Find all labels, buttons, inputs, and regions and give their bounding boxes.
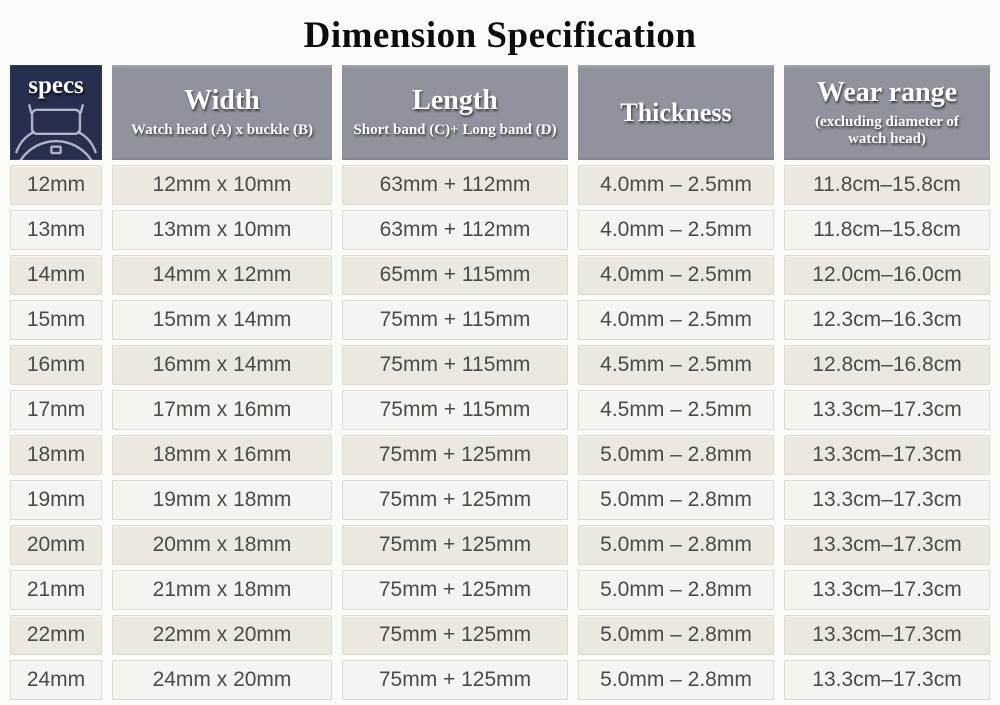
table-row: 14mm 14mm x 12mm 65mm + 115mm 4.0mm – 2.… [10,255,990,295]
spec-cell: 24mm [10,660,102,700]
table-row: 24mm 24mm x 20mm 75mm + 125mm 5.0mm – 2.… [10,660,990,700]
wear-range-cell: 11.8cm–15.8cm [784,210,990,250]
width-cell: 19mm x 18mm [112,480,332,520]
thickness-cell: 5.0mm – 2.8mm [578,660,774,700]
specs-label: specs [28,72,84,99]
table-row: 18mm 18mm x 16mm 75mm + 125mm 5.0mm – 2.… [10,435,990,475]
thickness-column-title: Thickness [620,97,732,127]
length-cell: 75mm + 125mm [342,480,568,520]
thickness-cell: 4.5mm – 2.5mm [578,390,774,430]
width-column-title: Width [184,84,260,116]
width-cell: 17mm x 16mm [112,390,332,430]
table-row: 12mm 12mm x 10mm 63mm + 112mm 4.0mm – 2.… [10,165,990,205]
table-body: 12mm 12mm x 10mm 63mm + 112mm 4.0mm – 2.… [10,165,990,700]
length-cell: 75mm + 115mm [342,300,568,340]
width-cell: 15mm x 14mm [112,300,332,340]
spec-cell: 19mm [10,480,102,520]
wear-range-cell: 13.3cm–17.3cm [784,435,990,475]
length-column-title: Length [412,84,498,116]
width-column-subtitle: Watch head (A) x buckle (B) [130,122,314,139]
header-cell-length: Length Short band (C)+ Long band (D) [342,65,568,160]
spec-cell: 17mm [10,390,102,430]
length-cell: 75mm + 115mm [342,345,568,385]
length-cell: 75mm + 125mm [342,660,568,700]
table-row: 16mm 16mm x 14mm 75mm + 115mm 4.5mm – 2.… [10,345,990,385]
table-row: 20mm 20mm x 18mm 75mm + 125mm 5.0mm – 2.… [10,525,990,565]
thickness-cell: 5.0mm – 2.8mm [578,525,774,565]
wear-range-cell: 11.8cm–15.8cm [784,165,990,205]
width-cell: 18mm x 16mm [112,435,332,475]
spec-cell: 12mm [10,165,102,205]
spec-cell: 16mm [10,345,102,385]
table-row: 22mm 22mm x 20mm 75mm + 125mm 5.0mm – 2.… [10,615,990,655]
dimension-spec-table: specs Width [0,60,1000,705]
page-title: Dimension Specification [303,15,697,56]
wear-range-cell: 13.3cm–17.3cm [784,525,990,565]
length-cell: 75mm + 125mm [342,570,568,610]
width-cell: 22mm x 20mm [112,615,332,655]
length-cell: 75mm + 125mm [342,435,568,475]
thickness-cell: 5.0mm – 2.8mm [578,435,774,475]
length-column-subtitle: Short band (C)+ Long band (D) [353,122,557,139]
watch-head-top-view-icon [10,102,102,160]
wear-range-cell: 12.0cm–16.0cm [784,255,990,295]
table-row: 17mm 17mm x 16mm 75mm + 115mm 4.5mm – 2.… [10,390,990,430]
table-row: 15mm 15mm x 14mm 75mm + 115mm 4.0mm – 2.… [10,300,990,340]
wear-range-cell: 13.3cm–17.3cm [784,660,990,700]
header-cell-thickness: Thickness [578,65,774,160]
thickness-cell: 5.0mm – 2.8mm [578,615,774,655]
width-cell: 12mm x 10mm [112,165,332,205]
thickness-cell: 5.0mm – 2.8mm [578,480,774,520]
header-cell-specs: specs [10,65,102,160]
length-cell: 63mm + 112mm [342,165,568,205]
wear-range-cell: 13.3cm–17.3cm [784,570,990,610]
spec-cell: 14mm [10,255,102,295]
spec-cell: 22mm [10,615,102,655]
length-cell: 65mm + 115mm [342,255,568,295]
width-cell: 20mm x 18mm [112,525,332,565]
width-cell: 13mm x 10mm [112,210,332,250]
table-row: 13mm 13mm x 10mm 63mm + 112mm 4.0mm – 2.… [10,210,990,250]
wear-range-cell: 13.3cm–17.3cm [784,390,990,430]
length-cell: 75mm + 115mm [342,390,568,430]
header-cell-width: Width Watch head (A) x buckle (B) [112,65,332,160]
width-cell: 24mm x 20mm [112,660,332,700]
spec-cell: 15mm [10,300,102,340]
thickness-cell: 4.0mm – 2.5mm [578,300,774,340]
thickness-cell: 5.0mm – 2.8mm [578,570,774,610]
spec-cell: 20mm [10,525,102,565]
wear-range-cell: 13.3cm–17.3cm [784,480,990,520]
thickness-cell: 4.5mm – 2.5mm [578,345,774,385]
wear-range-column-subtitle: (excluding diameter of watch head) [815,113,959,147]
spec-cell: 21mm [10,570,102,610]
length-cell: 75mm + 125mm [342,525,568,565]
wear-range-column-title: Wear range [816,76,958,108]
wear-range-cell: 12.3cm–16.3cm [784,300,990,340]
table-row: 19mm 19mm x 18mm 75mm + 125mm 5.0mm – 2.… [10,480,990,520]
header-cell-wear-range: Wear range (excluding diameter of watch … [784,65,990,160]
length-cell: 63mm + 112mm [342,210,568,250]
width-cell: 16mm x 14mm [112,345,332,385]
wear-range-cell: 12.8cm–16.8cm [784,345,990,385]
width-cell: 21mm x 18mm [112,570,332,610]
wear-range-cell: 13.3cm–17.3cm [784,615,990,655]
table-row: 21mm 21mm x 18mm 75mm + 125mm 5.0mm – 2.… [10,570,990,610]
thickness-cell: 4.0mm – 2.5mm [578,255,774,295]
table-header: specs Width [10,65,990,160]
spec-cell: 18mm [10,435,102,475]
length-cell: 75mm + 125mm [342,615,568,655]
thickness-cell: 4.0mm – 2.5mm [578,210,774,250]
thickness-cell: 4.0mm – 2.5mm [578,165,774,205]
spec-cell: 13mm [10,210,102,250]
width-cell: 14mm x 12mm [112,255,332,295]
